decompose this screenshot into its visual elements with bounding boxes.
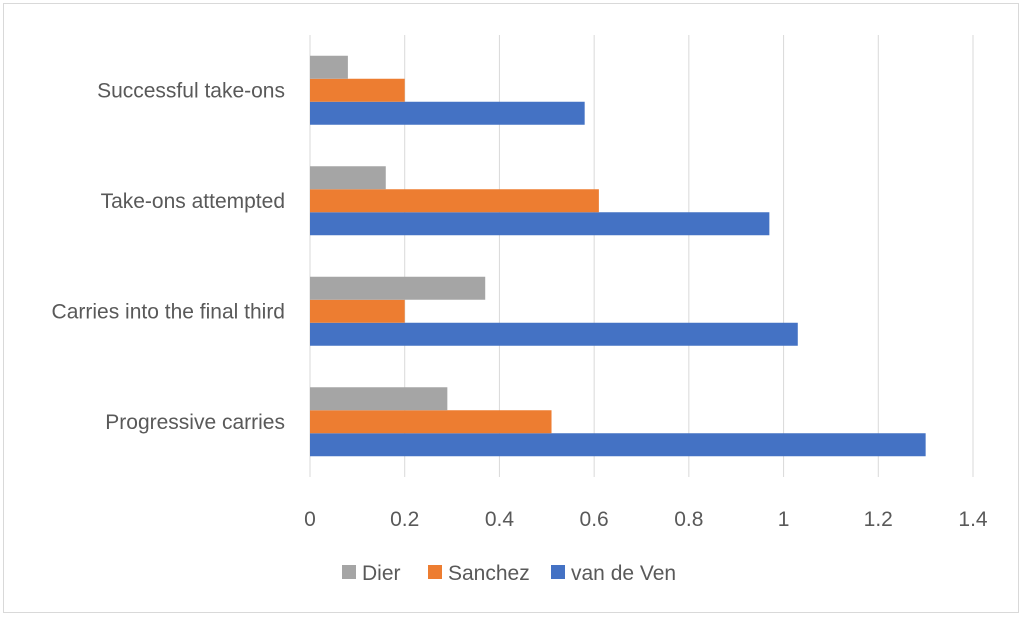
bar-van-de-ven [310,433,926,457]
legend-swatch [342,565,356,579]
bar-van-de-ven [310,322,798,346]
bar-sanchez [310,410,552,434]
legend-label: Dier [362,562,401,585]
bar-sanchez [310,78,405,102]
category-label: Take-ons attempted [101,190,285,213]
legend-swatch [551,565,565,579]
bar-sanchez [310,189,599,213]
category-label: Carries into the final third [52,300,285,323]
x-tick-label: 1.2 [864,508,893,531]
legend-label: Sanchez [448,562,530,585]
x-tick-label: 1.4 [958,508,988,531]
x-tick-label: 0.4 [485,508,515,531]
x-tick-label: 0.8 [674,508,703,531]
x-tick-label: 0.6 [580,508,609,531]
category-label: Progressive carries [105,411,285,434]
bars [310,55,926,457]
legend: Dier Sanchez van de Ven [342,562,676,585]
x-axis-ticks: 0 0.2 0.4 0.6 0.8 1 1.2 1.4 [304,508,988,531]
x-tick-label: 0.2 [390,508,419,531]
legend-label: van de Ven [571,562,676,585]
bar-van-de-ven [310,101,585,125]
x-tick-label: 1 [778,508,790,531]
category-label: Successful take-ons [97,79,285,102]
bar-van-de-ven [310,212,770,236]
x-tick-label: 0 [304,508,316,531]
bar-dier [310,55,348,79]
bar-dier [310,387,448,411]
bar-sanchez [310,299,405,323]
legend-swatch [428,565,442,579]
bar-dier [310,276,486,300]
category-labels: Progressive carries Carries into the fina… [52,79,285,434]
bar-dier [310,166,386,190]
